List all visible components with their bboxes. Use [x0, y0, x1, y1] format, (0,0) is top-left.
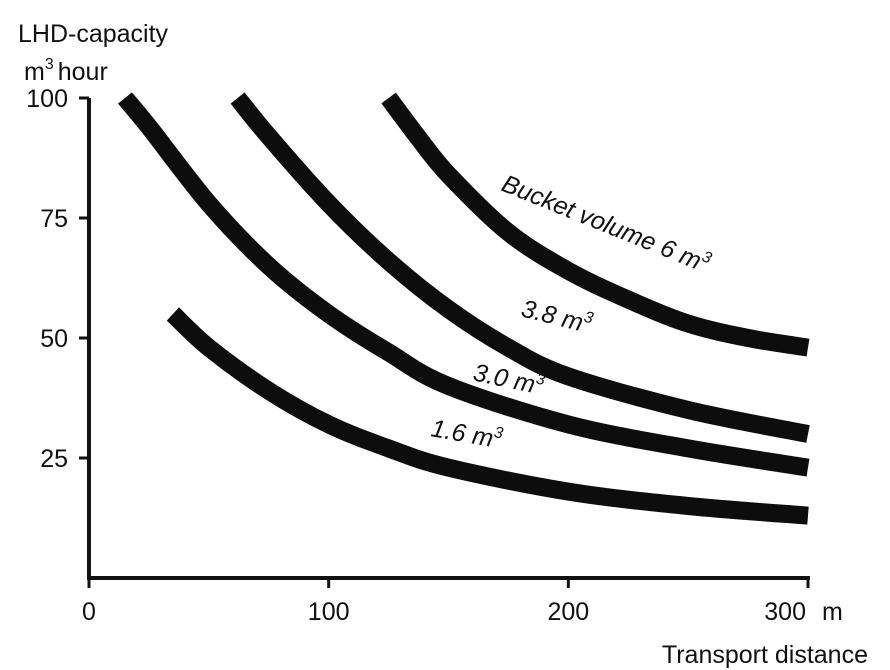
series-line-1	[118, 92, 810, 477]
series-line-0	[166, 307, 809, 525]
series-line-2	[230, 92, 810, 443]
y-axis-title-line2: m3 hour	[24, 56, 108, 86]
x-tick-label: 0	[82, 598, 96, 626]
x-ticks: 0 100 200 300	[82, 578, 810, 626]
series-line-3	[381, 92, 810, 357]
curve-label-3-8: 3.8 m3	[519, 294, 595, 339]
x-axis-unit: m	[822, 598, 843, 626]
y-tick-label: 25	[40, 445, 68, 473]
curve-label-6: Bucket volume 6 m3	[498, 169, 714, 279]
y-tick-label: 100	[26, 85, 68, 113]
y-axis-unit-exp: 3	[45, 56, 54, 73]
x-axis-title: Transport distance	[662, 641, 868, 669]
y-ticks: 25 50 75 100	[26, 85, 89, 473]
x-tick-label: 100	[308, 598, 350, 626]
curve-label-1-6: 1.6 m3	[429, 413, 504, 454]
y-tick-label: 75	[40, 205, 68, 233]
y-axis-unit-rest: hour	[58, 58, 108, 86]
x-tick-label: 200	[547, 598, 589, 626]
y-tick-label: 50	[40, 325, 68, 353]
x-tick-label: 300	[764, 598, 806, 626]
y-axis-unit-m: m	[24, 58, 45, 86]
curves	[118, 92, 810, 525]
y-axis-title-line1: LHD-capacity	[18, 20, 169, 48]
